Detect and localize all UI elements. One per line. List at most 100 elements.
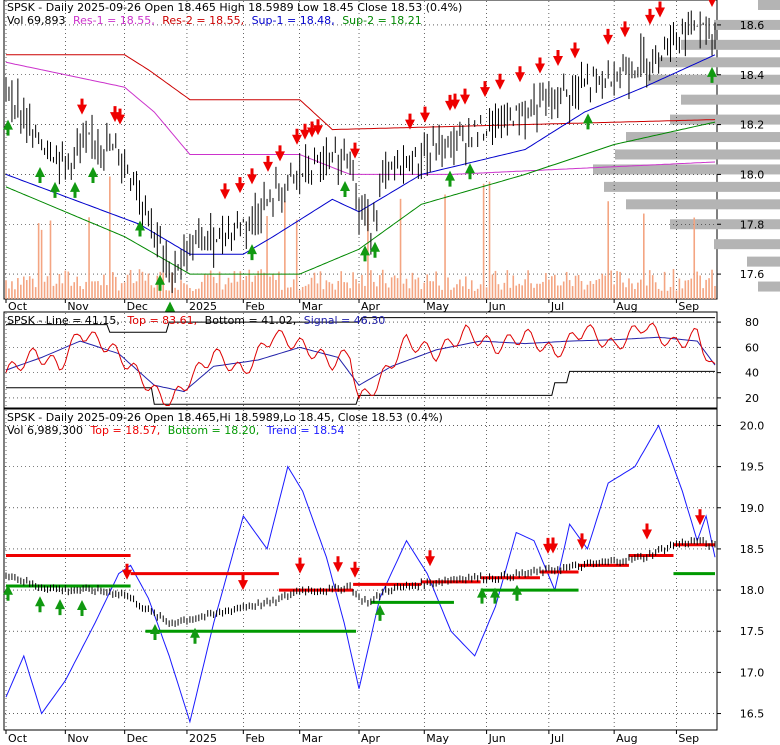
volume-bar xyxy=(340,271,343,299)
volume-bar xyxy=(61,283,64,299)
sell-arrow xyxy=(333,556,343,573)
sell-arrow xyxy=(577,533,587,550)
volume-bar xyxy=(31,278,34,299)
volume-bar xyxy=(684,280,687,299)
buy-arrow xyxy=(3,584,13,601)
x-tick-label: Feb xyxy=(245,732,264,745)
volume-bar xyxy=(37,223,40,299)
volume-bar xyxy=(224,284,227,299)
volume-bar xyxy=(390,277,393,299)
volume-bar xyxy=(25,280,28,299)
oscillator-panel-frame xyxy=(3,311,718,409)
sell-arrow xyxy=(307,121,317,138)
volume-bar xyxy=(672,269,675,299)
volume-bar xyxy=(298,290,301,299)
x-tick-label: Sep xyxy=(678,732,699,745)
price-signal-arrows xyxy=(3,0,717,318)
volume-bar xyxy=(420,289,423,299)
osc-top-band xyxy=(6,317,715,333)
volume-bar xyxy=(203,274,206,299)
sell-arrow xyxy=(548,537,558,554)
volume-bar xyxy=(408,288,411,299)
volume-bar xyxy=(634,288,636,299)
volume-bar xyxy=(598,278,601,299)
volume-bar xyxy=(429,281,432,299)
osc-header-signal: Signal = 46.30 xyxy=(304,314,386,327)
oscillator-lines xyxy=(5,317,716,406)
volume-bar xyxy=(260,269,262,299)
volume-bar xyxy=(292,279,295,299)
volume-bar xyxy=(456,284,458,299)
x-tick-label: Jul xyxy=(550,300,564,313)
volume-bar xyxy=(648,270,651,299)
volume-bar xyxy=(488,181,491,299)
volume-profile-bar xyxy=(604,181,780,192)
volume-bar xyxy=(287,287,289,299)
volume-bar xyxy=(275,279,277,299)
x-tick-label: Dec xyxy=(127,732,148,745)
volume-bar xyxy=(378,275,381,299)
y-tick-label: 16.5 xyxy=(740,708,765,721)
price-overlays xyxy=(5,54,716,275)
volume-profile-bar xyxy=(681,94,780,105)
volume-bar xyxy=(120,283,123,299)
volume-bar xyxy=(497,284,500,299)
volume-bar xyxy=(79,286,81,299)
volume-profile-bar xyxy=(670,219,780,230)
volume-bar xyxy=(651,275,654,299)
volume-bar xyxy=(180,280,182,299)
svg-text:SPSK - Line = 41.15, Top: SPSK - Line = 41.15, Top = 83.61, Bottom… xyxy=(7,314,385,327)
x-tick-label: 2025 xyxy=(189,732,217,745)
volume-bar xyxy=(663,271,666,299)
trend-signal-arrows xyxy=(3,509,705,644)
volume-bar xyxy=(165,290,167,299)
volume-bar xyxy=(52,285,55,299)
volume-bar xyxy=(331,283,334,299)
volume-bar xyxy=(251,281,254,299)
x-tick-label: Nov xyxy=(67,732,89,745)
volume-bar xyxy=(150,285,153,299)
buy-arrow xyxy=(360,245,370,262)
price-header-title: SPSK - Daily 2025-09-26 Open 18.465 High… xyxy=(7,1,462,14)
volume-bar xyxy=(714,285,716,299)
volume-bar xyxy=(198,288,200,299)
volume-bar xyxy=(85,281,87,299)
volume-bar xyxy=(556,285,559,299)
volume-bar xyxy=(34,287,37,299)
sell-arrow xyxy=(238,574,248,591)
y-tick-label: 19.0 xyxy=(740,502,765,515)
price-header-sup2: Sup-2 = 18.21 xyxy=(342,14,422,27)
sell-arrow xyxy=(620,21,630,38)
volume-bar xyxy=(708,278,710,299)
x-tick-label: 2025 xyxy=(189,300,217,313)
y-tick-label: 20 xyxy=(745,392,759,405)
sell-arrow xyxy=(425,550,435,567)
x-tick-label: Jun xyxy=(488,300,506,313)
volume-bar xyxy=(100,285,102,299)
volume-bar xyxy=(628,278,630,299)
volume-bar xyxy=(589,281,592,299)
volume-bar xyxy=(8,288,10,299)
volume-bar xyxy=(284,201,286,299)
y-tick-label: 18.5 xyxy=(740,543,765,556)
volume-bar xyxy=(524,279,526,299)
y-tick-label: 60 xyxy=(745,341,759,354)
volume-bar xyxy=(470,280,473,299)
volume-bar xyxy=(153,287,156,299)
osc-header-top: Top = 83.61, xyxy=(126,314,197,327)
volume-bar xyxy=(322,289,325,299)
volume-bar xyxy=(530,283,532,299)
volume-bar xyxy=(189,287,191,299)
oscillator-grid xyxy=(5,313,716,407)
x-tick-label: Jul xyxy=(550,732,564,745)
volume-bar xyxy=(459,279,461,299)
volume-profile-bar xyxy=(648,74,780,85)
volume-bar xyxy=(696,271,699,299)
volume-bar xyxy=(512,275,515,299)
sell-arrow xyxy=(350,142,360,159)
oscillator-panel: 20 40 60 80 SPSK - Line = 41.15, Top = 83.6… xyxy=(3,311,759,409)
sell-arrow xyxy=(655,1,665,18)
buy-arrow xyxy=(490,587,500,604)
x-tick-label: May xyxy=(426,300,449,313)
volume-bar xyxy=(239,271,242,299)
